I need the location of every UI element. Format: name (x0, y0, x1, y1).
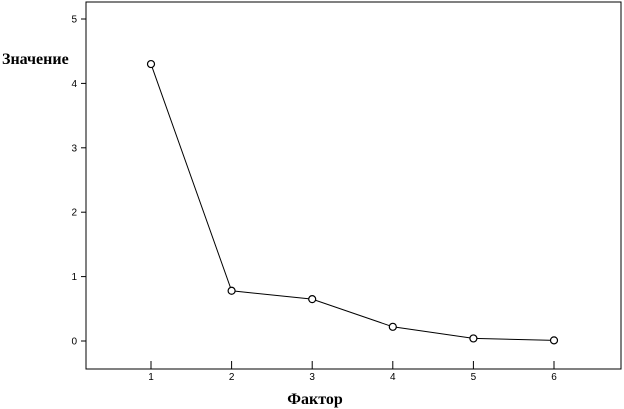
data-point (549, 336, 559, 345)
x-tick-label: 3 (309, 372, 315, 383)
y-tick-label: 5 (71, 15, 77, 26)
y-tick-label: 2 (71, 208, 77, 219)
x-ticks: 1 2 3 4 5 6 (148, 361, 557, 383)
data-point (308, 295, 317, 304)
y-tick-label: 4 (71, 79, 77, 90)
data-points (146, 59, 559, 345)
y-tick-label: 1 (71, 272, 77, 283)
x-tick-label: 2 (229, 372, 235, 383)
x-axis-title: Фактор (287, 391, 343, 408)
x-tick-label: 4 (390, 372, 396, 383)
data-point (227, 286, 236, 295)
y-ticks: 0 1 2 3 4 5 (71, 15, 86, 348)
data-point (388, 322, 397, 331)
data-point (469, 334, 478, 343)
y-tick-label: 3 (71, 143, 77, 154)
y-axis-title: Значение (2, 51, 69, 68)
plot-frame (85, 1, 622, 370)
y-tick-label: 0 (71, 337, 77, 348)
series-line (150, 63, 555, 341)
x-tick-label: 6 (551, 372, 557, 383)
x-tick-label: 1 (148, 372, 154, 383)
x-tick-label: 5 (471, 372, 477, 383)
data-point (146, 59, 156, 69)
